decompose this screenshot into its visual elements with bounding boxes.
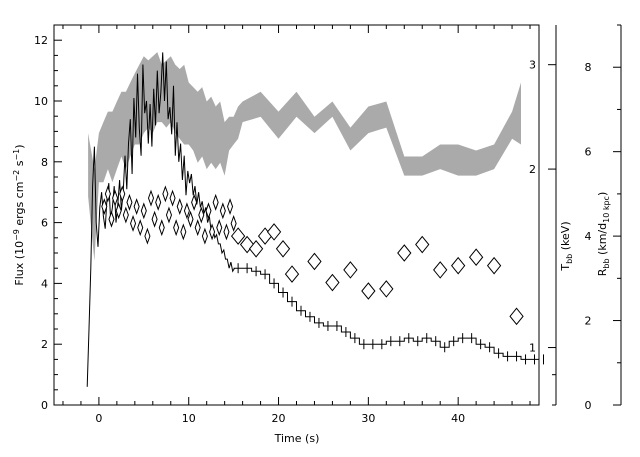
radius-fine-marker (219, 202, 226, 220)
radius-point (451, 256, 466, 275)
radius-fine-marker (173, 219, 180, 237)
x-tick-label: 10 (182, 412, 196, 425)
radius-fine-marker (187, 210, 194, 228)
radius-fine-marker (155, 193, 162, 211)
temperature-tick-label: 1 (529, 342, 536, 355)
radius-fine-marker (230, 214, 237, 232)
flux-binned-line (233, 267, 539, 360)
radius-point (248, 239, 264, 258)
radius-fine-marker (165, 206, 172, 224)
radius-fine-marker (176, 198, 183, 216)
svg-text:Rbb (km/d10 kpc): Rbb (km/d10 kpc) (596, 192, 611, 277)
radius-fine-marker (119, 185, 126, 203)
radius-fine-marker (169, 189, 176, 207)
radius-fine-marker (191, 193, 198, 211)
x-axis: 0 10 20 30 40 (62, 25, 531, 425)
radius-fine-marker (104, 185, 111, 203)
radius-fine-marker (205, 202, 212, 220)
radius-point (415, 235, 430, 254)
radius-fine-marker (183, 202, 190, 220)
radius-tick-label: 0 (585, 399, 592, 412)
radius-fine-marker (180, 223, 187, 241)
flux-tick-label: 12 (34, 34, 48, 47)
radius-tick-label: 4 (585, 230, 592, 243)
radius-point (468, 248, 484, 267)
radius-marker-layer (101, 185, 524, 326)
x-tick-label: 20 (272, 412, 286, 425)
radius-point (307, 252, 322, 271)
x-tick-label: 30 (361, 412, 375, 425)
radius-fine-marker (201, 227, 208, 245)
radius-axis-label: Rbb (km/d10 kpc) (596, 192, 611, 277)
radius-fine-marker (216, 219, 223, 237)
radius-point (275, 239, 291, 258)
svg-text:Flux (10−9 ergs cm−2 s−1): Flux (10−9 ergs cm−2 s−1) (12, 144, 26, 285)
radius-point (509, 307, 524, 326)
x-tick-label: 0 (95, 412, 102, 425)
temperature-band-layer (88, 52, 521, 261)
radius-tick-label: 8 (585, 61, 592, 74)
radius-point (433, 261, 448, 279)
radius-fine-marker (162, 185, 169, 203)
flux-tick-label: 10 (34, 95, 48, 108)
radius-axis: 0 2 4 6 8 (585, 24, 621, 412)
radius-point (325, 273, 340, 292)
temperature-band (88, 52, 521, 261)
radius-fine-marker (223, 223, 230, 241)
radius-point (343, 261, 358, 279)
radius-point (266, 223, 282, 241)
radius-fine-marker (115, 202, 122, 220)
radius-tick-label: 6 (585, 146, 592, 159)
radius-fine-marker (130, 214, 137, 232)
flux-line-layer (86, 52, 544, 387)
flux-tick-label: 8 (41, 156, 48, 169)
radius-fine-marker (126, 193, 133, 211)
flux-tick-label: 6 (41, 217, 48, 230)
radius-tick-label: 2 (585, 315, 592, 328)
radius-point (486, 256, 502, 275)
radius-fine-marker (140, 202, 147, 220)
radius-fine-marker (133, 198, 140, 216)
flux-axis-label: Flux (10−9 ergs cm−2 s−1) (12, 144, 26, 285)
radius-fine-marker (194, 219, 201, 237)
temperature-axis-label: Tbb (keV) (559, 221, 574, 271)
flux-tick-label: 4 (41, 277, 48, 290)
radius-fine-marker (101, 198, 108, 216)
radius-fine-marker (158, 219, 165, 237)
radius-fine-marker (227, 198, 234, 216)
flux-tick-label: 2 (41, 338, 48, 351)
radius-fine-marker (198, 206, 205, 224)
x-axis-label: Time (s) (274, 432, 320, 445)
radius-fine-marker (144, 227, 151, 245)
radius-point (230, 227, 246, 245)
radius-fine-marker (212, 193, 219, 211)
radius-point (239, 235, 255, 254)
temperature-axis: 1 2 3 (529, 59, 556, 406)
radius-point (361, 282, 376, 300)
temperature-tick-label: 2 (529, 163, 536, 176)
temperature-tick-label: 3 (529, 59, 536, 72)
radius-fine-marker (137, 219, 144, 237)
x-tick-label: 40 (451, 412, 465, 425)
flux-axis: 0 2 4 6 8 10 12 (34, 24, 62, 412)
flux-tick-label: 0 (41, 399, 48, 412)
radius-fine-marker (108, 210, 115, 228)
radius-point (284, 265, 300, 283)
radius-fine-marker (112, 189, 119, 207)
radius-fine-marker (122, 206, 129, 224)
svg-text:Tbb (keV): Tbb (keV) (559, 221, 574, 271)
radius-point (379, 280, 394, 298)
radius-fine-marker (147, 189, 155, 207)
flux-fine-line (86, 52, 235, 387)
radius-point (397, 244, 412, 262)
radius-fine-marker (209, 223, 216, 241)
radius-fine-marker (151, 210, 158, 228)
